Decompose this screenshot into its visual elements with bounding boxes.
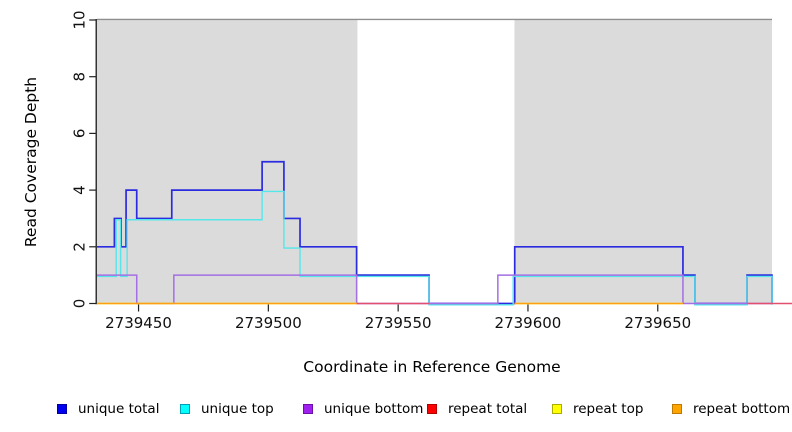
y-tick-label: 2 [71, 242, 89, 252]
x-tick-label: 2739500 [235, 314, 302, 332]
y-tick-label: 0 [71, 299, 89, 309]
x-tick-label: 2739600 [495, 314, 562, 332]
coverage-series [97, 160, 792, 306]
shaded-regions [97, 18, 772, 304]
x-axis-title: Coordinate in Reference Genome [303, 358, 560, 376]
legend-swatch [303, 404, 313, 414]
y-tick-label: 10 [71, 10, 89, 29]
series-unique-top [97, 190, 773, 306]
legend-label: repeat total [448, 401, 528, 417]
legend-swatch [180, 404, 190, 414]
y-axis-title: Read Coverage Depth [22, 77, 40, 247]
x-tick-label: 2739450 [105, 314, 172, 332]
legend-label: repeat bottom [693, 401, 791, 417]
y-tick-label: 4 [71, 185, 89, 195]
axes: 0 2 4 6 8 10 2739450 2739500 2739550 2739600 27396… [71, 10, 692, 332]
series-unique-bottom [97, 274, 772, 305]
y-tick-label: 8 [71, 72, 89, 82]
legend-label: unique total [78, 401, 160, 417]
legend-label: repeat top [573, 401, 644, 417]
legend-item-repeat-total: repeat total [427, 398, 527, 420]
y-tick-label: 6 [71, 129, 89, 139]
legend-item-repeat-top: repeat top [552, 398, 643, 420]
sequenced-region [514, 20, 772, 304]
legend-item-repeat-bottom: repeat bottom [672, 398, 790, 420]
legend-item-unique-total: unique total [57, 398, 159, 420]
legend-swatch [57, 404, 67, 414]
legend-swatch [427, 404, 437, 414]
legend-label: unique bottom [324, 401, 424, 417]
legend-swatch [552, 404, 562, 414]
x-tick-label: 2739650 [624, 314, 691, 332]
legend: unique total unique top unique bottom repea… [0, 398, 792, 424]
legend-item-unique-bottom: unique bottom [303, 398, 423, 420]
series-unique-total [97, 160, 773, 305]
sequenced-region [97, 20, 358, 304]
legend-item-unique-top: unique top [180, 398, 274, 420]
legend-label: unique top [201, 401, 274, 417]
x-tick-label: 2739550 [365, 314, 432, 332]
legend-swatch [672, 404, 682, 414]
